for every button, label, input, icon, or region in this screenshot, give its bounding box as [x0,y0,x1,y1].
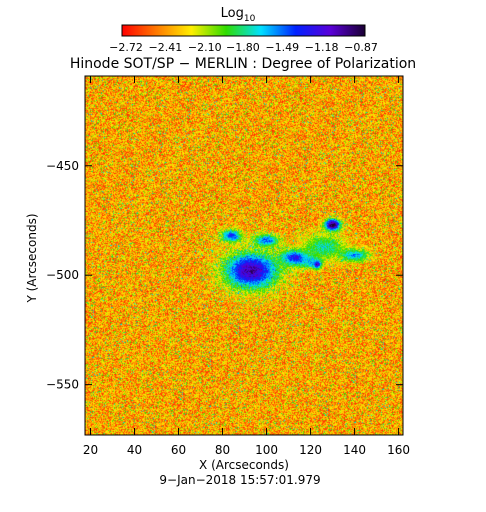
x-tick-label: 60 [171,443,186,457]
heatmap-plot-area [84,75,404,436]
colorbar-title-subscript: 10 [244,14,256,24]
x-axis-label: X (Arcseconds) [199,458,289,472]
y-tick-label: −500 [46,268,79,282]
heatmap-image [85,76,403,435]
plot-frame [84,75,404,436]
colorbar-tick-label: −2.10 [188,41,222,54]
x-tick-label: 140 [343,443,366,457]
colorbar-tick-label: −1.18 [305,41,339,54]
y-tick-label: −450 [46,159,79,173]
x-tick-label: 40 [127,443,142,457]
colorbar-tick-label: −0.87 [344,41,378,54]
colorbar-tick-label: −1.49 [265,41,299,54]
colorbar-tick-labels: −2.72 −2.41 −2.10 −1.80 −1.49 −1.18 −0.87 [109,41,378,54]
colorbar-tick-label: −1.80 [226,41,260,54]
x-tick-label: 100 [255,443,278,457]
x-tick-label: 120 [299,443,322,457]
chart-title: Hinode SOT/SP − MERLIN : Degree of Polar… [70,56,416,72]
colorbar-title-main: Log [221,6,244,21]
colorbar-title: Log10 [221,6,256,24]
x-tick-label: 20 [83,443,98,457]
x-tick-label: 80 [215,443,230,457]
x-axis: 20 40 60 80 100 120 140 160 [83,76,410,457]
colorbar-tick-label: −2.72 [109,41,143,54]
colorbar: Log10 −2.72 −2.41 −2.10 −1.80 −1.49 −1.18 −0.8… [109,6,378,54]
y-axis: −450 −500 −550 [46,159,403,392]
timestamp: 9−Jan−2018 15:57:01.979 [159,473,320,487]
y-tick-label: −550 [46,378,79,392]
colorbar-tick-label: −2.41 [149,41,183,54]
colorbar-gradient [121,24,366,37]
x-tick-label: 160 [387,443,410,457]
y-axis-label: Y (Arcseconds) [25,213,39,303]
